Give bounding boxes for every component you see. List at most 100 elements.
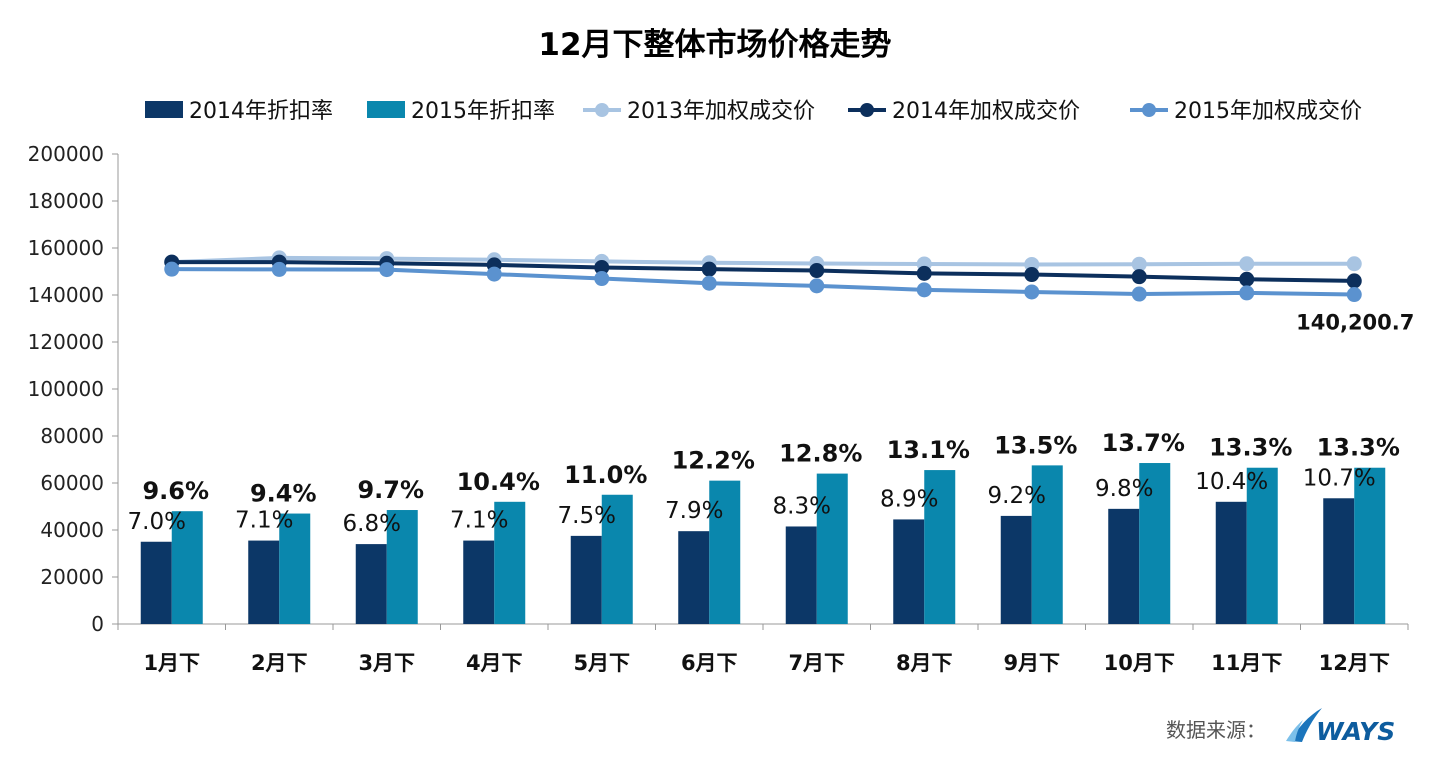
bar-2014年折扣率: [1323, 498, 1355, 624]
line-series: [164, 250, 1362, 303]
bar-value-label: 12.8%: [779, 440, 862, 468]
bar-2014年折扣率: [463, 540, 495, 624]
bar-value-label: 10.7%: [1303, 465, 1376, 491]
chart-title: 12月下整体市场价格走势: [538, 27, 891, 63]
legend-label: 2014年加权成交价: [892, 99, 1080, 124]
y-tick-label: 0: [91, 612, 104, 636]
bar-2014年折扣率: [1000, 515, 1032, 624]
legend-marker-2013年加权成交价: [595, 103, 609, 117]
bar-value-label: 9.8%: [1095, 476, 1153, 502]
point-2014年加权成交价: [1131, 269, 1147, 285]
x-tick-label: 1月下: [143, 651, 200, 675]
x-tick-label: 7月下: [788, 651, 845, 675]
bar-2015年折扣率: [171, 511, 203, 624]
bar-value-label: 8.9%: [880, 486, 938, 512]
legend-label: 2015年加权成交价: [1174, 99, 1362, 124]
bar-value-label: 13.5%: [994, 431, 1077, 459]
y-tick-label: 20000: [40, 565, 104, 589]
y-tick-label: 40000: [40, 518, 104, 542]
point-2015年加权成交价: [1131, 286, 1147, 302]
bar-2014年折扣率: [140, 541, 172, 624]
line-2013年加权成交价: [171, 255, 1355, 267]
source-label: 数据来源：: [1166, 718, 1266, 742]
bar-2014年折扣率: [570, 535, 602, 624]
source-footer: 数据来源： WAYS: [1166, 708, 1395, 746]
data-labels: 7.0% 7.1% 6.8% 7.1% 7.5% 7.9% 8.3% 8.9% 9.2% 9.8%…: [128, 311, 1415, 538]
bar-value-label: 9.7%: [357, 476, 424, 504]
x-tick-label: 6月下: [681, 651, 738, 675]
bar-value-label: 6.8%: [343, 511, 401, 537]
point-2015年加权成交价: [271, 261, 287, 277]
y-tick-label: 200000: [28, 142, 104, 166]
bar-2014年折扣率: [1215, 501, 1247, 624]
legend-label: 2015年折扣率: [411, 99, 555, 124]
legend-swatch-2014年折扣率: [145, 101, 183, 118]
bar-value-label: 13.1%: [887, 436, 970, 464]
point-2015年加权成交价: [1024, 284, 1040, 300]
bar-2015年折扣率: [924, 470, 956, 624]
x-tick-label: 11月下: [1211, 651, 1282, 675]
line-2014年加权成交价: [171, 260, 1355, 283]
bar-2015年折扣率: [494, 501, 526, 624]
x-tick-label: 4月下: [466, 651, 523, 675]
bar-2015年折扣率: [1031, 465, 1063, 624]
point-2014年加权成交价: [1024, 267, 1040, 283]
point-2015年加权成交价: [594, 271, 610, 287]
bar-2015年折扣率: [816, 473, 848, 624]
ways-logo-accent-icon: [1286, 720, 1303, 742]
point-2014年加权成交价: [594, 260, 610, 276]
bar-2015年折扣率: [279, 513, 311, 624]
point-2014年加权成交价: [1239, 271, 1255, 287]
bar-value-label: 9.6%: [142, 477, 209, 505]
x-tick-label: 8月下: [896, 651, 953, 675]
bar-value-label: 7.1%: [450, 508, 508, 534]
bar-value-label: 7.0%: [128, 509, 186, 535]
legend-label: 2014年折扣率: [189, 99, 333, 124]
point-2013年加权成交价: [1346, 256, 1362, 272]
point-2015年加权成交价: [809, 278, 825, 294]
bar-2014年折扣率: [355, 544, 387, 624]
bar-value-label: 7.1%: [235, 508, 293, 534]
point-2014年加权成交价: [701, 261, 717, 277]
point-2015年加权成交价: [916, 282, 932, 298]
bar-2015年折扣率: [1354, 467, 1386, 624]
x-tick-label: 12月下: [1319, 651, 1390, 675]
point-2015年加权成交价: [164, 261, 180, 277]
bar-2014年折扣率: [678, 531, 710, 624]
bar-value-label: 9.2%: [988, 483, 1046, 509]
legend-marker-2014年加权成交价: [860, 103, 874, 117]
bar-value-label: 13.3%: [1209, 434, 1292, 462]
point-2014年加权成交价: [916, 265, 932, 281]
bar-2015年折扣率: [1246, 467, 1278, 624]
last-price-annotation: 140,200.7: [1296, 311, 1414, 335]
y-tick-label: 100000: [28, 377, 104, 401]
x-tick-label: 10月下: [1104, 651, 1175, 675]
legend-swatch-2015年折扣率: [367, 101, 405, 118]
bar-2014年折扣率: [248, 540, 280, 624]
bar-value-label: 12.2%: [672, 447, 755, 475]
point-2014年加权成交价: [809, 263, 825, 279]
x-tick-label: 3月下: [358, 651, 415, 675]
axes: 0 20000 40000 60000 80000 100000 120000 140000 1…: [28, 142, 1409, 675]
bar-value-label: 8.3%: [773, 493, 831, 519]
y-tick-label: 60000: [40, 471, 104, 495]
bar-2014年折扣率: [1108, 508, 1140, 624]
point-2015年加权成交价: [701, 275, 717, 291]
point-2015年加权成交价: [486, 266, 502, 282]
y-tick-label: 120000: [28, 330, 104, 354]
bar-2015年折扣率: [709, 480, 741, 624]
x-tick-label: 5月下: [573, 651, 630, 675]
bar-2015年折扣率: [386, 510, 418, 624]
bar-2015年折扣率: [601, 494, 633, 624]
bar-value-label: 10.4%: [1195, 469, 1268, 495]
line-2015年加权成交价: [171, 267, 1355, 297]
y-tick-label: 160000: [28, 236, 104, 260]
bar-value-label: 13.7%: [1102, 429, 1185, 457]
x-tick-label: 2月下: [251, 651, 308, 675]
point-2015年加权成交价: [1346, 287, 1362, 303]
ways-logo-swoosh-icon: [1290, 708, 1322, 742]
bar-2014年折扣率: [785, 526, 817, 624]
bar-2014年折扣率: [893, 519, 925, 624]
bar-value-label: 13.3%: [1317, 434, 1400, 462]
